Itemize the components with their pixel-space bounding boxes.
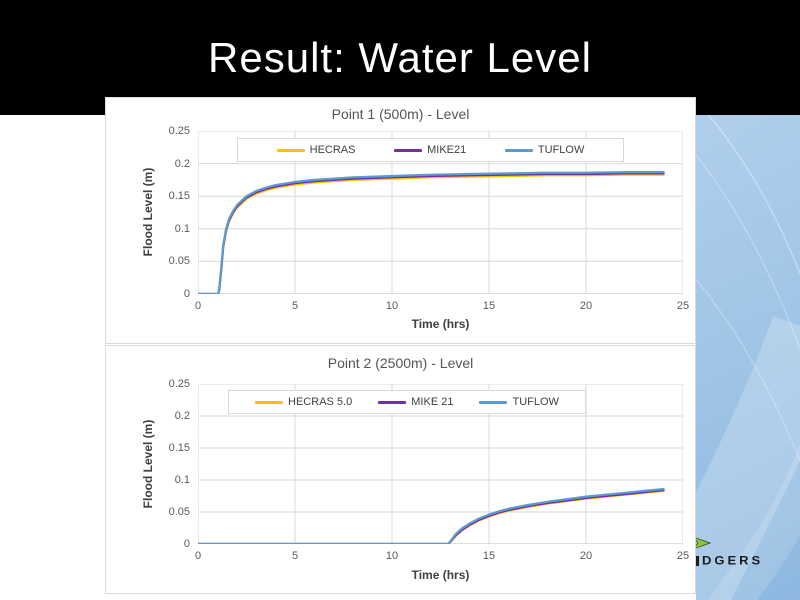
legend-swatch bbox=[394, 148, 423, 152]
background-swoosh bbox=[696, 99, 800, 600]
legend-swatch bbox=[276, 148, 305, 152]
gridlines bbox=[198, 131, 683, 294]
legend-swatch bbox=[479, 400, 508, 404]
x-tick-label: 25 bbox=[676, 300, 690, 312]
legend-swatch bbox=[255, 400, 284, 404]
y-tick-label: 0.2 bbox=[174, 410, 190, 422]
legend-item: MIKE 21 bbox=[378, 396, 453, 408]
header-band: Result: Water Level bbox=[0, 0, 800, 115]
legend-swatch bbox=[378, 400, 407, 404]
y-axis-title: Flood Level (m) bbox=[141, 167, 155, 257]
x-tick-label: 0 bbox=[194, 300, 202, 312]
y-tick-label: 0.1 bbox=[174, 222, 190, 235]
logo-text: DGERS bbox=[702, 553, 764, 568]
x-tick-label: 10 bbox=[385, 550, 399, 562]
series-line-mike21 bbox=[198, 172, 665, 294]
legend-label: MIKE21 bbox=[427, 144, 467, 156]
legend-label: HECRAS bbox=[309, 144, 356, 156]
x-tick-label: 0 bbox=[194, 550, 202, 562]
chart-panel-point2: Point 2 (2500m) - Level Flood Level (m) … bbox=[105, 345, 696, 594]
chart-title: Point 1 (500m) - Level bbox=[331, 106, 470, 122]
y-tick-label: 0 bbox=[183, 288, 190, 300]
chart-panel-point1: Point 1 (500m) - Level Flood Level (m) T… bbox=[105, 97, 696, 344]
y-tick-label: 0.25 bbox=[168, 125, 190, 137]
series-line-tuflow bbox=[198, 487, 665, 544]
x-tick-label: 5 bbox=[291, 300, 299, 312]
legend-label: TUFLOW bbox=[537, 144, 585, 156]
x-axis-title: Time (hrs) bbox=[411, 568, 470, 582]
y-tick-label: 0.15 bbox=[168, 190, 190, 203]
y-tick-label: 0.05 bbox=[168, 255, 190, 268]
series-line-hecras bbox=[198, 173, 665, 294]
x-tick-label: 20 bbox=[579, 300, 593, 312]
slide-title: Result: Water Level bbox=[208, 33, 592, 81]
y-tick-label: 0.15 bbox=[168, 442, 190, 454]
x-axis-title: Time (hrs) bbox=[411, 317, 470, 331]
logo-clipped-letter bbox=[696, 556, 699, 566]
x-tick-label: 15 bbox=[482, 300, 496, 312]
y-axis-title: Flood Level (m) bbox=[141, 419, 155, 509]
legend-label: TUFLOW bbox=[512, 396, 559, 408]
legend-label: HECRAS 5.0 bbox=[288, 396, 353, 408]
y-tick-label: 0.25 bbox=[168, 378, 190, 390]
y-tick-label: 0 bbox=[183, 538, 190, 550]
chart-legend: HECRAS 5.0 MIKE 21 TUFLOW bbox=[228, 390, 586, 414]
y-tick-label: 0.05 bbox=[168, 506, 190, 518]
legend-item: TUFLOW bbox=[479, 396, 559, 408]
x-tick-label: 20 bbox=[579, 550, 593, 562]
legend-item: MIKE21 bbox=[394, 144, 466, 156]
y-tick-label: 0.1 bbox=[174, 474, 190, 486]
x-tick-label: 15 bbox=[482, 550, 496, 562]
legend-item: HECRAS 5.0 bbox=[255, 396, 352, 408]
x-tick-label: 25 bbox=[676, 550, 690, 562]
plot-area bbox=[198, 131, 683, 294]
x-tick-label: 5 bbox=[291, 550, 299, 562]
legend-item: HECRAS bbox=[276, 144, 356, 156]
y-tick-label: 0.2 bbox=[174, 157, 190, 170]
series-line-hecras-5.0 bbox=[198, 489, 665, 544]
series-line-tuflow bbox=[198, 170, 665, 294]
x-tick-label: 10 bbox=[385, 300, 399, 312]
legend-label: MIKE 21 bbox=[411, 396, 454, 408]
chart-legend: HECRAS MIKE21 TUFLOW bbox=[237, 138, 624, 162]
chart-title: Point 2 (2500m) - Level bbox=[327, 355, 474, 371]
logo-arrow-icon bbox=[693, 536, 711, 550]
legend-item: TUFLOW bbox=[504, 144, 585, 156]
legend-swatch bbox=[504, 148, 533, 152]
